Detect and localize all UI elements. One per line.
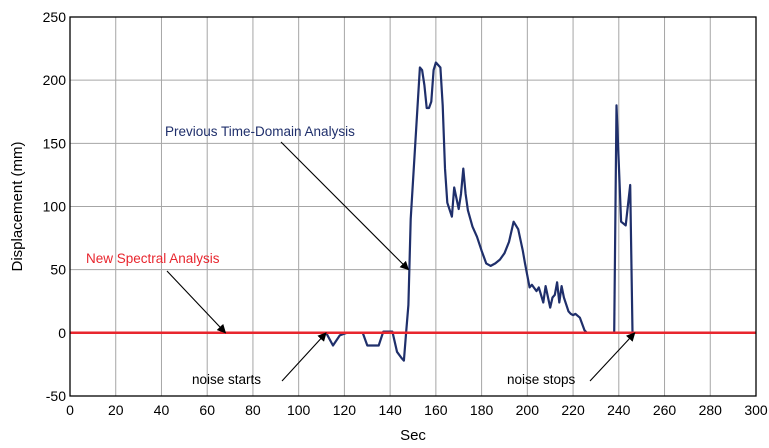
annotation-arrow — [280, 141, 410, 271]
x-axis-label: Sec — [400, 427, 426, 444]
series-line-1 — [70, 61, 756, 362]
plot-area-border — [69, 16, 757, 397]
x-tick-label: 40 — [154, 402, 170, 418]
y-tick-label: 150 — [43, 135, 67, 151]
grid — [69, 16, 757, 397]
annotation-label: Previous Time-Domain Analysis — [165, 124, 355, 139]
y-axis-label: Displacement (mm) — [9, 141, 26, 271]
y-tick-label: -50 — [46, 388, 66, 404]
x-tick-label: 120 — [333, 402, 357, 418]
x-tick-label: 280 — [699, 402, 723, 418]
series-group — [70, 61, 756, 362]
x-tick-label: 240 — [607, 402, 631, 418]
annotation-arrow — [281, 332, 327, 382]
y-tick-label: 100 — [43, 199, 67, 215]
annotation-label: New Spectral Analysis — [86, 251, 220, 266]
y-tick-label: 0 — [58, 325, 66, 341]
annotations: Previous Time-Domain Analysis New Spectra… — [86, 124, 636, 387]
x-tick-label: 80 — [245, 402, 261, 418]
tick-labels: 0 20 40 60 80 100 120 140 160 180 200 220 240 260 280 3… — [43, 9, 768, 418]
annotation-arrow — [589, 332, 636, 382]
x-tick-label: 220 — [561, 402, 585, 418]
annotation-label: noise stops — [507, 372, 576, 387]
x-tick-label: 100 — [287, 402, 311, 418]
x-tick-label: 260 — [653, 402, 677, 418]
x-tick-label: 140 — [378, 402, 402, 418]
x-tick-label: 60 — [199, 402, 215, 418]
x-tick-label: 0 — [66, 402, 74, 418]
x-tick-label: 20 — [108, 402, 124, 418]
annotation-label: noise starts — [192, 372, 261, 387]
x-tick-label: 300 — [744, 402, 768, 418]
x-tick-label: 200 — [516, 402, 540, 418]
x-tick-label: 160 — [424, 402, 448, 418]
y-tick-label: 250 — [43, 9, 67, 25]
x-tick-label: 180 — [470, 402, 494, 418]
annotation-arrow — [166, 270, 227, 334]
y-tick-label: 200 — [43, 72, 67, 88]
y-tick-label: 50 — [50, 262, 66, 278]
